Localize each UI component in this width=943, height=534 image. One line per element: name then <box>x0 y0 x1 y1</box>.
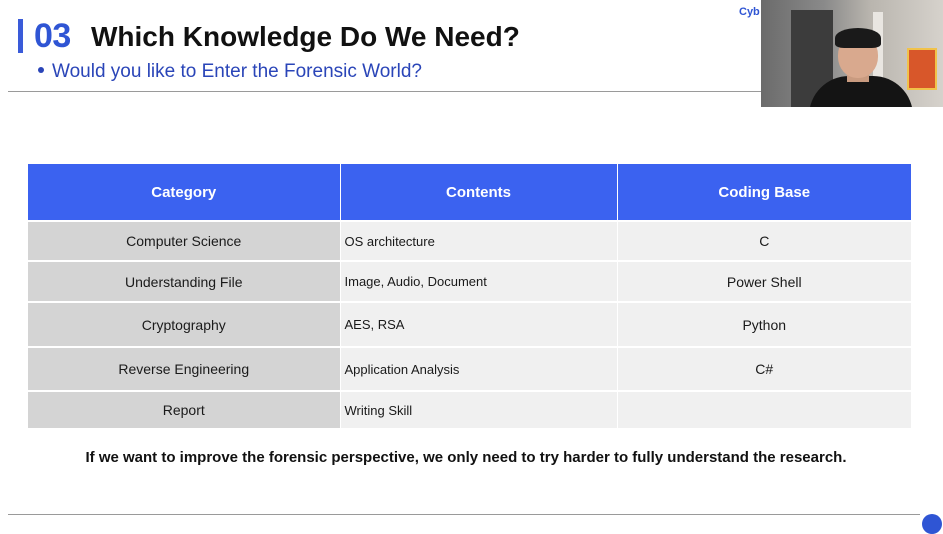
table-row: Reverse Engineering Application Analysis… <box>28 346 911 391</box>
table-row: Cryptography AES, RSA Python <box>28 301 911 347</box>
category-cell: Cryptography <box>28 301 341 347</box>
contents-cell: Writing Skill <box>340 390 618 428</box>
presenter-hair <box>835 28 881 48</box>
column-header-contents: Contents <box>340 164 618 221</box>
slide-subtitle: Would you like to Enter the Forensic Wor… <box>38 60 422 84</box>
bullet-icon <box>38 66 44 73</box>
header-divider <box>8 91 763 92</box>
category-cell: Reverse Engineering <box>28 346 341 391</box>
coding-base-cell: C <box>617 220 911 261</box>
contents-cell: Image, Audio, Document <box>340 260 618 302</box>
table-header-row: Category Contents Coding Base <box>28 164 911 221</box>
corner-label: Cyb <box>739 6 760 18</box>
table-row: Report Writing Skill <box>28 390 911 428</box>
table-row: Understanding File Image, Audio, Documen… <box>28 260 911 302</box>
webcam-poster <box>907 48 937 90</box>
subtitle-text: Would you like to Enter the Forensic Wor… <box>52 61 422 82</box>
contents-cell: OS architecture <box>340 220 618 261</box>
category-cell: Report <box>28 390 341 428</box>
webcam-overlay <box>761 0 943 107</box>
category-cell: Understanding File <box>28 260 341 302</box>
column-header-category: Category <box>28 164 341 221</box>
coding-base-cell: Power Shell <box>617 260 911 302</box>
table-row: Computer Science OS architecture C <box>28 220 911 261</box>
coding-base-cell: C# <box>617 346 911 391</box>
footer-divider <box>8 514 920 515</box>
column-header-coding-base: Coding Base <box>617 164 911 221</box>
slide-title: Which Knowledge Do We Need? <box>91 21 520 52</box>
webcam-wall-frame <box>873 12 883 82</box>
knowledge-table: Category Contents Coding Base Computer S… <box>28 164 911 428</box>
title-accent-bar <box>18 19 23 53</box>
coding-base-cell: Python <box>617 301 911 347</box>
coding-base-cell <box>617 390 911 428</box>
page-indicator-icon <box>922 514 942 534</box>
contents-cell: AES, RSA <box>340 301 618 347</box>
conclusion-note: If we want to improve the forensic persp… <box>85 449 847 466</box>
presentation-slide: 03 Which Knowledge Do We Need? Would you… <box>8 0 943 534</box>
section-number: 03 <box>34 17 71 55</box>
category-cell: Computer Science <box>28 220 341 261</box>
contents-cell: Application Analysis <box>340 346 618 391</box>
